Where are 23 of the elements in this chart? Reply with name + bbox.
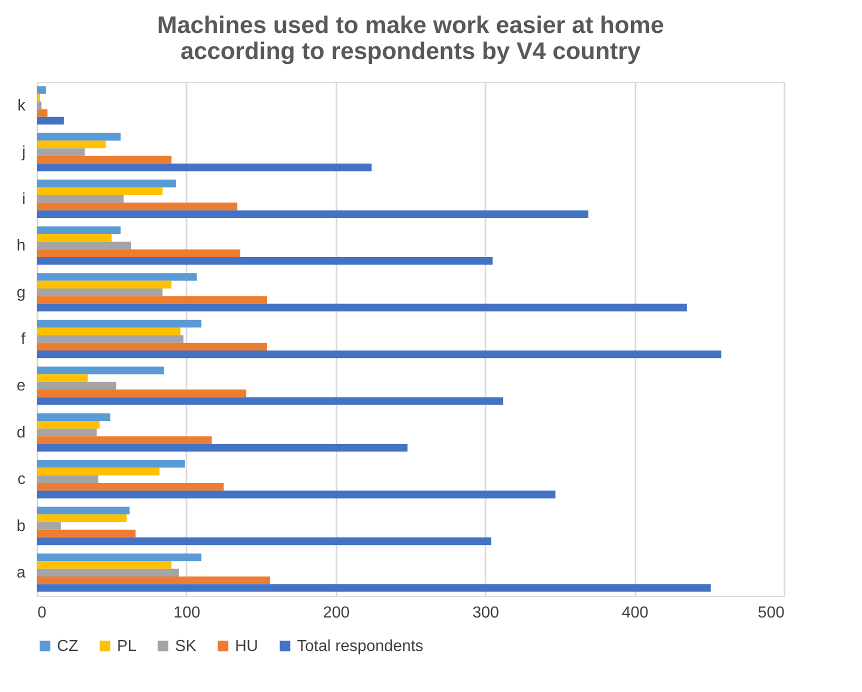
y-tick-label: j: [20, 144, 26, 162]
legend-label: PL: [117, 638, 137, 655]
x-tick-label: 300: [472, 604, 500, 622]
y-tick-label: f: [21, 331, 26, 348]
y-tick-label: c: [18, 471, 26, 488]
x-tick-label: 400: [622, 604, 649, 622]
x-tick-label: 200: [322, 604, 350, 622]
y-tick-label: d: [16, 424, 26, 442]
chart-title: Machines used to make work easier at home according to respondents by V4 country: [157, 12, 664, 65]
legend-label: CZ: [57, 638, 79, 655]
legend-label: Total respondents: [297, 638, 424, 655]
legend-label: HU: [235, 638, 258, 655]
y-tick-label: k: [18, 97, 26, 114]
x-tick-label: 0: [38, 604, 46, 622]
legend-label: SK: [175, 638, 197, 655]
y-tick-label: e: [16, 378, 26, 395]
y-tick-label: g: [16, 284, 26, 302]
x-tick-label: 500: [758, 604, 785, 622]
y-tick-label: b: [16, 518, 26, 535]
y-tick-label: a: [16, 564, 26, 582]
y-tick-label: h: [16, 238, 26, 255]
x-tick-label: 100: [174, 604, 200, 622]
y-tick-label: i: [22, 190, 26, 208]
